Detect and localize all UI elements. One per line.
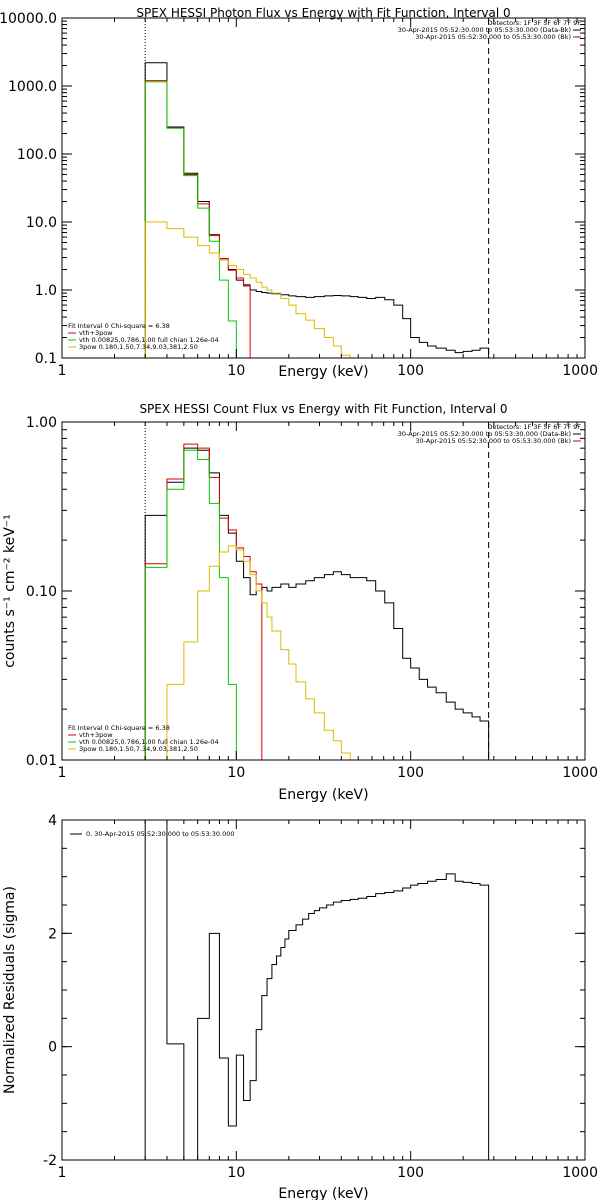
- y-axis-label: Normalized Residuals (sigma): [2, 886, 18, 1094]
- y-axis-label: counts s⁻¹ cm⁻² keV⁻¹: [2, 514, 18, 668]
- series-line-3: [144, 449, 237, 760]
- legend-topright-entry: 30-Apr-2015 05:52:30.000 to 05:53:30.000…: [415, 437, 571, 445]
- legend-topright-header: Detectors: 1F 3F 5F 6F 7F 9F: [487, 423, 581, 431]
- x-tick-label: 1000: [562, 765, 598, 781]
- legend-bottomleft-entry: vth 0.00825,0.786,1.00 full chian 1.26e-…: [79, 336, 219, 344]
- x-tick-label: 100: [397, 1165, 424, 1181]
- y-tick-label: 10000.0: [0, 11, 57, 27]
- y-tick-label: -2: [43, 1153, 57, 1169]
- legend-topright-header: Detectors: 1F 3F 5F 6F 7F 9F: [487, 19, 581, 27]
- x-tick-label: 100: [397, 363, 424, 379]
- legend-topright-entry: 30-Apr-2015 05:52:30.000 to 05:53:30.000…: [398, 430, 571, 438]
- legend-bottomleft-header: Fit Interval 0 Chi-square = 6.38: [68, 724, 170, 732]
- y-tick-label: 0.10: [26, 584, 57, 600]
- chart-panel-1: SPEX HESSI Photon Flux vs Energy with Fi…: [0, 6, 598, 380]
- chart-title: SPEX HESSI Count Flux vs Energy with Fit…: [139, 402, 507, 416]
- x-axis-label: Energy (keV): [278, 1186, 368, 1200]
- chart-panel-2: SPEX HESSI Count Flux vs Energy with Fit…: [2, 402, 598, 803]
- y-tick-label: 1000.0: [8, 79, 57, 95]
- y-tick-label: 1.00: [26, 415, 57, 431]
- plot-frame: [61, 17, 586, 359]
- x-tick-label: 1: [58, 363, 67, 379]
- chart-title: SPEX HESSI Photon Flux vs Energy with Fi…: [136, 6, 510, 20]
- series-group: [144, 443, 490, 760]
- legend-bottomleft-entry: vth+3pow: [79, 731, 113, 739]
- series-line-1: [144, 820, 490, 1160]
- legend-bottomleft-entry: vth 0.00825,0.786,1.00 full chian 1.26e-…: [79, 738, 219, 746]
- series-line-3: [144, 81, 237, 358]
- x-tick-label: 10: [227, 1165, 245, 1181]
- x-tick-label: 100: [397, 765, 424, 781]
- x-tick-label: 10: [227, 363, 245, 379]
- legend-bottomleft-header: Fit Interval 0 Chi-square = 6.38: [68, 322, 170, 330]
- plot-frame: [61, 819, 586, 1161]
- x-axis-label: Energy (keV): [278, 787, 368, 803]
- x-tick-label: 1: [58, 1165, 67, 1181]
- x-axis-label: Energy (keV): [278, 364, 368, 380]
- chart-panel-3: 1 10 100 1000 -2 0 2 4 Energy (keV) Normalized Re…: [2, 813, 598, 1200]
- legend-bottomleft-entry: 3pow 0.180,1.50,7.34,9.03,381,2.50: [79, 343, 198, 351]
- legend-bottomleft-entry: 3pow 0.180,1.50,7.34,9.03,381,2.50: [79, 745, 198, 753]
- series-line-2: [144, 443, 263, 760]
- series-group: [144, 62, 490, 358]
- series-line-4: [145, 545, 359, 760]
- legend-bottomleft-entry: vth+3pow: [79, 329, 113, 337]
- y-tick-label: 0.1: [35, 351, 57, 367]
- series-line-1: [144, 62, 490, 358]
- y-tick-label: 2: [48, 926, 57, 942]
- y-tick-label: 0: [48, 1040, 57, 1056]
- x-tick-label: 1: [58, 765, 67, 781]
- y-tick-label: 1.0: [35, 283, 57, 299]
- series-line-2: [144, 80, 251, 358]
- y-tick-label: 0.01: [26, 753, 57, 769]
- x-tick-label: 10: [227, 765, 245, 781]
- legend-topright-entry: 30-Apr-2015 05:52:30.000 to 05:53:30.000…: [398, 26, 571, 34]
- plot-frame: [61, 421, 586, 761]
- legend-topleft-entry: 0. 30-Apr-2015 05:52:30.000 to 05:53:30.…: [86, 830, 235, 838]
- y-tick-label: 10.0: [26, 215, 57, 231]
- y-tick-label: 100.0: [17, 147, 57, 163]
- x-tick-label: 1000: [562, 363, 598, 379]
- series-group: [144, 820, 490, 1160]
- legend-topright-entry: 30-Apr-2015 05:52:30.000 to 05:53:30.000…: [415, 33, 571, 41]
- series-line-4: [144, 221, 359, 358]
- y-tick-label: 4: [48, 813, 57, 829]
- x-tick-label: 1000: [562, 1165, 598, 1181]
